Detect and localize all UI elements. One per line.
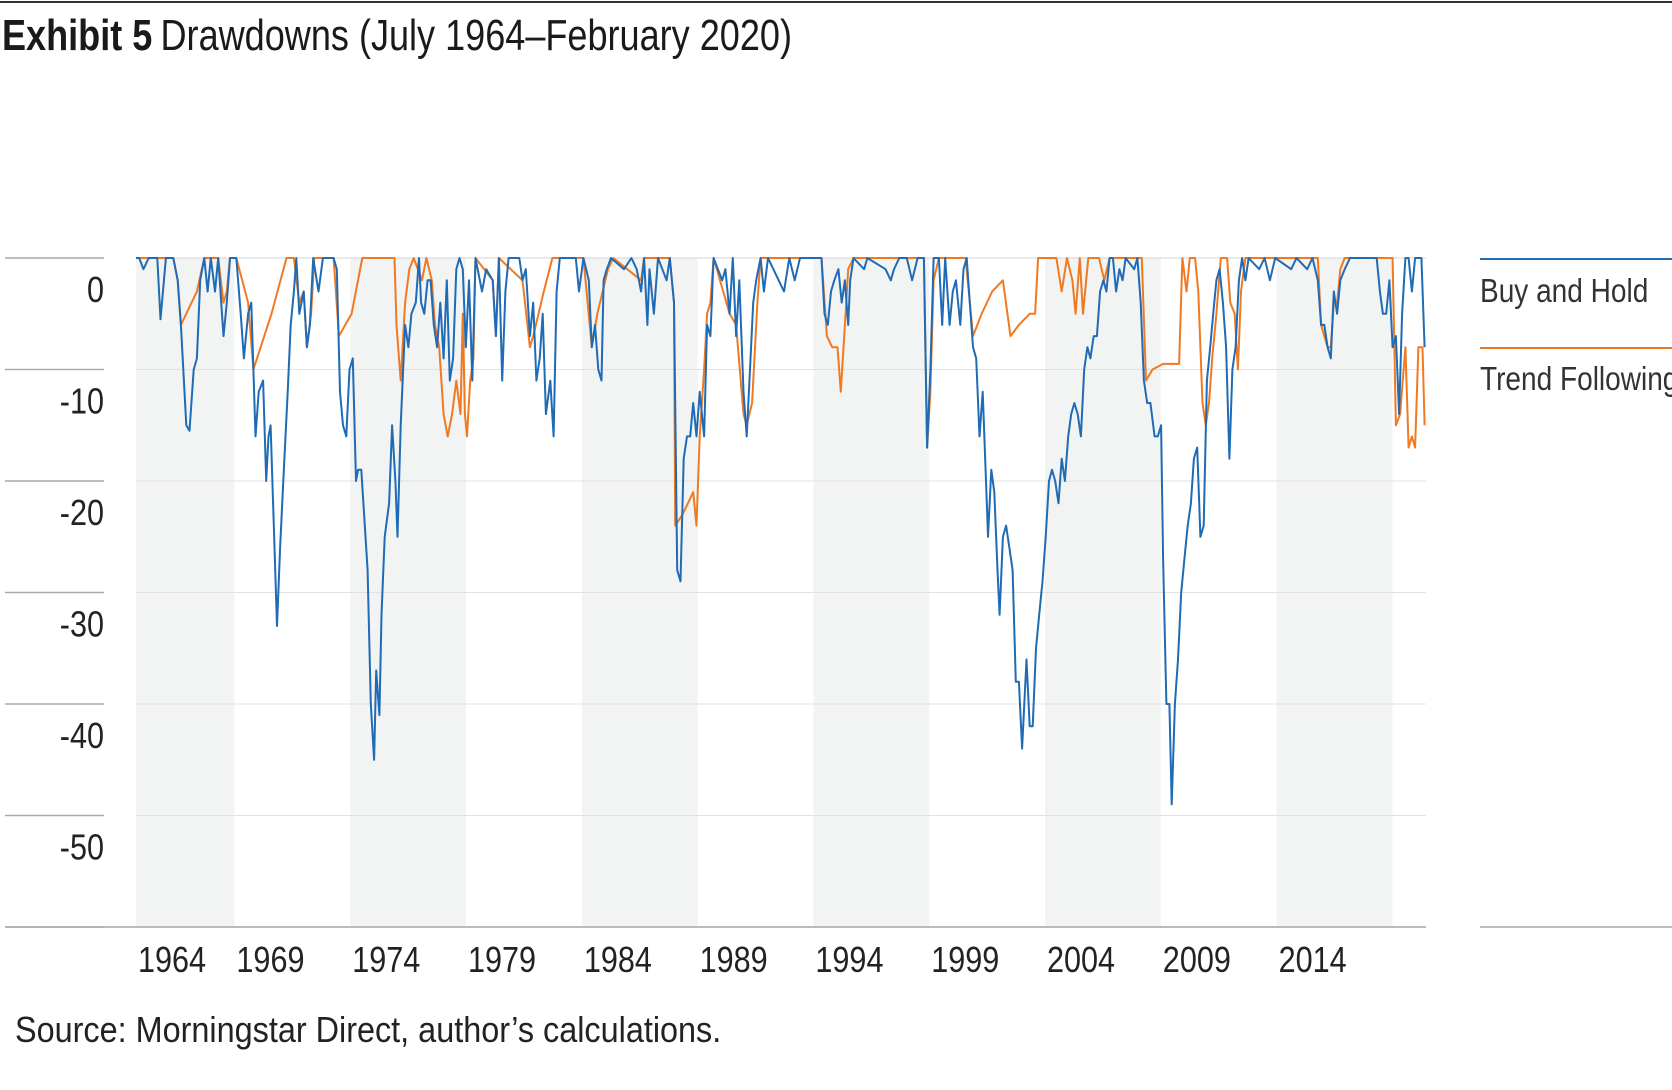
x-tick-label: 1979 (468, 941, 536, 981)
exhibit-label: Exhibit 5 (2, 11, 152, 60)
x-tick-label: 1989 (700, 941, 768, 981)
series-line-buy-and-hold (136, 257, 1426, 806)
y-tick-label: -30 (60, 605, 104, 645)
y-tick-label: 0 (87, 271, 104, 311)
y-tick-label: -40 (60, 717, 104, 757)
title-text: Drawdowns (July 1964–February 2020) (161, 11, 792, 60)
y-axis: 0 -10 -20 -30 -40 -50 (5, 257, 104, 928)
x-tick-label: 2014 (1279, 941, 1347, 981)
legend-label-trend-following: Trend Following (1480, 361, 1672, 398)
x-tick-label: 1964 (138, 941, 206, 981)
y-tick-label: -50 (60, 828, 104, 868)
chart-title: Exhibit 5 Drawdowns (July 1964–February 2… (2, 11, 792, 60)
x-axis: 1964 1969 1974 1979 1984 1989 1994 1999 2004 2009… (138, 941, 1347, 981)
x-tick-label: 1994 (815, 941, 883, 981)
x-tick-label: 1999 (931, 941, 999, 981)
x-tick-label: 2004 (1047, 941, 1115, 981)
x-tick-label: 1969 (236, 941, 304, 981)
x-tick-label: 1974 (352, 941, 420, 981)
legend: Buy and Hold Trend Following (1480, 258, 1672, 928)
x-tick-label: 2009 (1163, 941, 1231, 981)
legend-label-buy-and-hold: Buy and Hold (1480, 273, 1648, 310)
x-tick-label: 1984 (584, 941, 652, 981)
y-tick-label: -10 (60, 382, 104, 422)
y-tick-label: -20 (60, 494, 104, 534)
series-lines (136, 257, 1426, 806)
gridlines (5, 257, 1426, 928)
source-note: Source: Morningstar Direct, author’s cal… (15, 1010, 721, 1050)
